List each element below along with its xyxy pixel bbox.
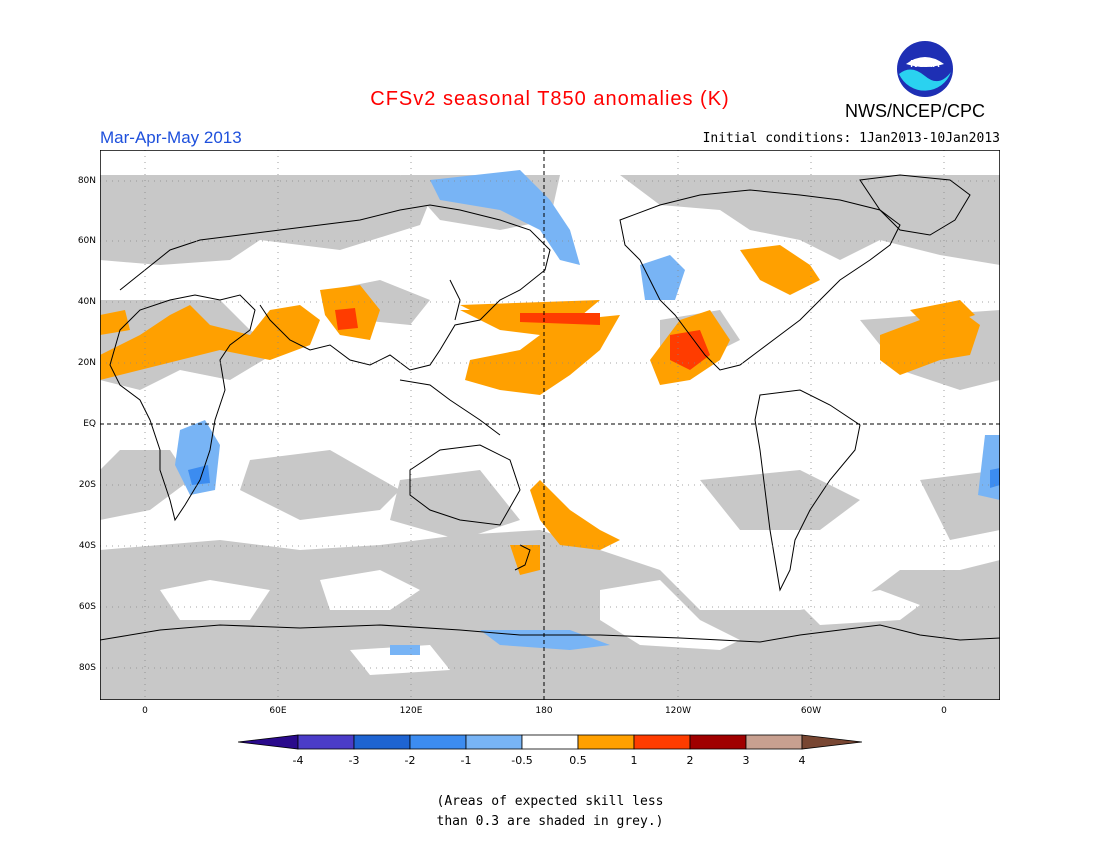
lat-label: 80S xyxy=(78,663,96,673)
legend-swatch xyxy=(465,734,523,750)
skill-note: (Areas of expected skill less than 0.3 a… xyxy=(0,792,1100,832)
legend-swatch xyxy=(409,734,467,750)
legend-label: -0.5 xyxy=(511,754,533,767)
legend-swatch xyxy=(297,734,355,750)
lon-label: 120E xyxy=(399,706,423,716)
graticule xyxy=(100,150,1000,700)
noaa-logo-icon: NOAA xyxy=(897,41,953,97)
lon-label: 0 xyxy=(941,706,947,716)
initial-conditions-label: Initial conditions: 1Jan2013-10Jan2013 xyxy=(702,131,1000,146)
legend-label: 0.5 xyxy=(569,754,587,767)
lon-label: 60E xyxy=(269,706,287,716)
legend-swatch xyxy=(801,734,862,750)
lat-label: EQ xyxy=(83,419,96,429)
skill-note-line: than 0.3 are shaded in grey.) xyxy=(436,814,664,829)
lat-label: 80N xyxy=(77,176,96,186)
legend-label: 4 xyxy=(798,754,806,767)
color-legend xyxy=(238,734,862,750)
agency-label: NWS/NCEP/CPC xyxy=(845,101,986,121)
map-title: CFSv2 seasonal T850 anomalies (K) xyxy=(370,88,730,110)
anomaly-map xyxy=(100,150,1000,700)
lon-label: 120W xyxy=(664,706,692,716)
legend-label: 1 xyxy=(630,754,638,767)
legend-swatch xyxy=(353,734,411,750)
lat-label: 40N xyxy=(77,297,96,307)
lat-label: 40S xyxy=(78,541,96,551)
legend-label: -4 xyxy=(292,754,304,767)
lat-label: 20N xyxy=(77,358,96,368)
skill-note-line: (Areas of expected skill less xyxy=(436,794,664,809)
legend-swatch xyxy=(521,734,579,750)
lon-label: 60W xyxy=(800,706,822,716)
legend-label: 2 xyxy=(686,754,694,767)
logo-text: NOAA xyxy=(910,59,939,70)
season-label: Mar-Apr-May 2013 xyxy=(100,128,242,147)
legend-swatch xyxy=(577,734,635,750)
legend-swatch xyxy=(238,734,299,750)
legend-label: -1 xyxy=(460,754,472,767)
legend-label: 3 xyxy=(742,754,750,767)
coastlines xyxy=(100,174,1000,643)
lat-label: 20S xyxy=(78,480,96,490)
lon-label: 180 xyxy=(535,706,553,716)
legend-swatch xyxy=(689,734,747,750)
legend-label: -2 xyxy=(404,754,416,767)
legend-label: -3 xyxy=(348,754,360,767)
lat-label: 60N xyxy=(77,236,96,246)
lat-label: 60S xyxy=(78,602,96,612)
lon-label: 0 xyxy=(142,706,148,716)
legend-swatch xyxy=(633,734,691,750)
legend-swatch xyxy=(745,734,803,750)
